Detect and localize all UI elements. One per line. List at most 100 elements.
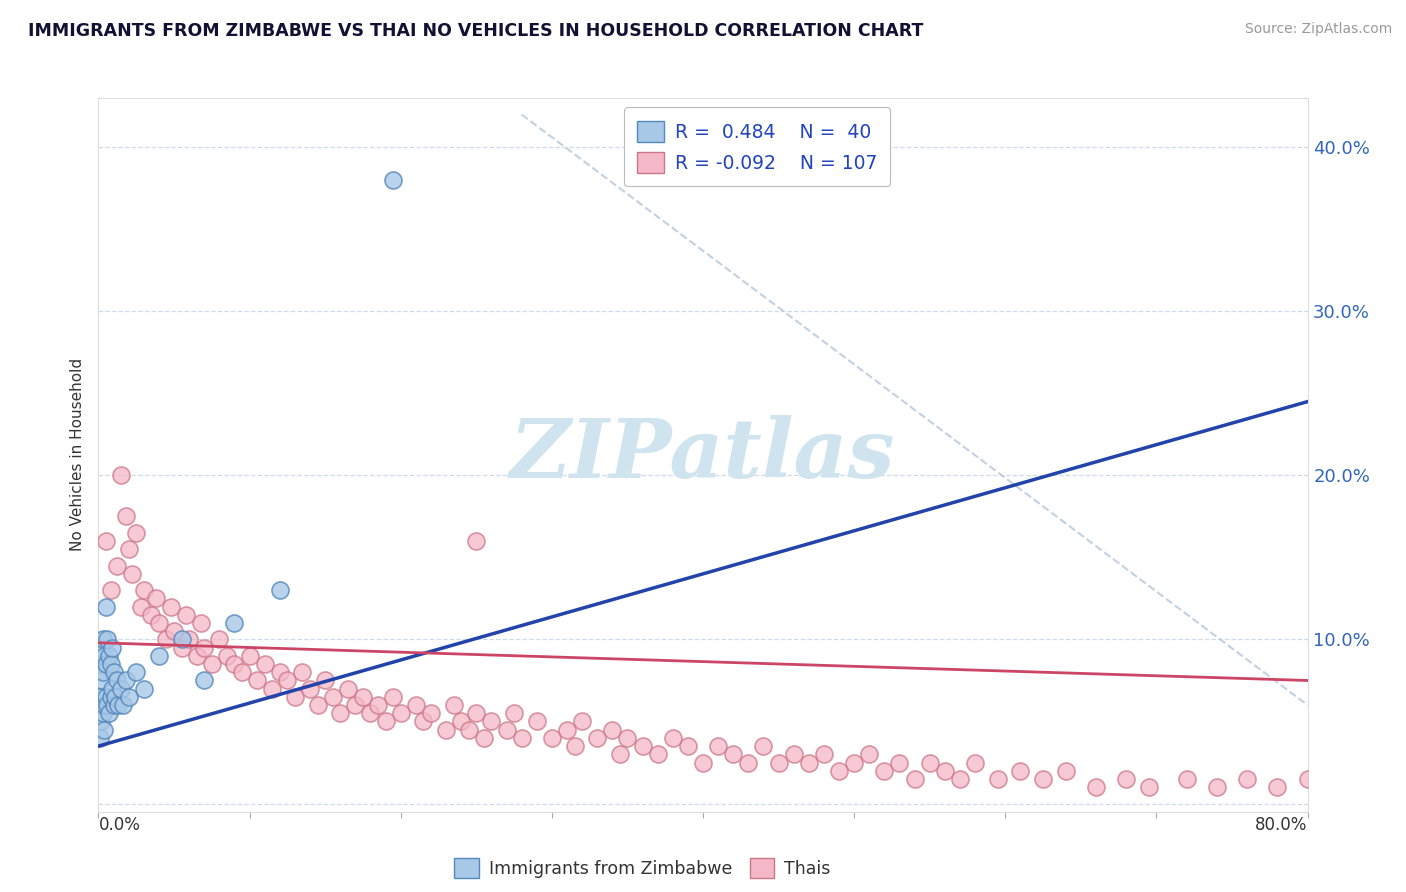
Point bbox=[90, 673, 112, 688]
Point bbox=[94, 657, 117, 671]
Point bbox=[118, 542, 141, 557]
Point bbox=[170, 632, 193, 647]
Point bbox=[631, 739, 654, 753]
Point bbox=[215, 648, 238, 663]
Point bbox=[465, 706, 488, 721]
Point bbox=[934, 764, 956, 778]
Point bbox=[224, 657, 246, 671]
Point bbox=[190, 616, 212, 631]
Point bbox=[262, 681, 284, 696]
Point bbox=[858, 747, 880, 762]
Point bbox=[253, 657, 276, 671]
Point bbox=[1010, 764, 1032, 778]
Point bbox=[89, 690, 111, 704]
Point bbox=[1085, 780, 1108, 794]
Point bbox=[89, 657, 111, 671]
Point bbox=[163, 624, 186, 639]
Point bbox=[231, 665, 253, 680]
Point bbox=[443, 698, 465, 712]
Point bbox=[1296, 772, 1319, 786]
Point bbox=[121, 566, 143, 581]
Point bbox=[125, 665, 148, 680]
Point bbox=[201, 657, 224, 671]
Point bbox=[676, 739, 699, 753]
Point bbox=[540, 731, 562, 745]
Point bbox=[101, 640, 124, 655]
Point bbox=[752, 739, 775, 753]
Point bbox=[389, 706, 412, 721]
Point bbox=[100, 690, 122, 704]
Point bbox=[1206, 780, 1229, 794]
Point bbox=[101, 681, 124, 696]
Point bbox=[737, 756, 759, 770]
Point bbox=[813, 747, 835, 762]
Point bbox=[889, 756, 911, 770]
Point bbox=[299, 681, 322, 696]
Point bbox=[367, 698, 389, 712]
Point bbox=[148, 616, 170, 631]
Point bbox=[125, 525, 148, 540]
Point bbox=[155, 632, 177, 647]
Point bbox=[141, 607, 163, 622]
Point bbox=[1032, 772, 1054, 786]
Point bbox=[114, 673, 136, 688]
Point bbox=[495, 723, 517, 737]
Point bbox=[344, 698, 367, 712]
Point bbox=[336, 681, 359, 696]
Text: Source: ZipAtlas.com: Source: ZipAtlas.com bbox=[1244, 22, 1392, 37]
Point bbox=[174, 607, 197, 622]
Point bbox=[170, 640, 193, 655]
Point bbox=[104, 690, 127, 704]
Point bbox=[246, 673, 269, 688]
Text: IMMIGRANTS FROM ZIMBABWE VS THAI NO VEHICLES IN HOUSEHOLD CORRELATION CHART: IMMIGRANTS FROM ZIMBABWE VS THAI NO VEHI… bbox=[28, 22, 924, 40]
Point bbox=[360, 706, 382, 721]
Point bbox=[94, 534, 117, 549]
Point bbox=[571, 714, 593, 729]
Point bbox=[94, 599, 117, 614]
Point bbox=[98, 706, 121, 721]
Point bbox=[616, 731, 638, 745]
Point bbox=[129, 599, 152, 614]
Point bbox=[98, 648, 121, 663]
Point bbox=[904, 772, 927, 786]
Point bbox=[503, 706, 526, 721]
Point bbox=[374, 714, 396, 729]
Point bbox=[269, 583, 291, 598]
Point bbox=[114, 509, 136, 524]
Point bbox=[96, 698, 118, 712]
Point bbox=[110, 468, 132, 483]
Point bbox=[873, 764, 896, 778]
Point bbox=[965, 756, 987, 770]
Point bbox=[783, 747, 806, 762]
Point bbox=[145, 591, 167, 606]
Point bbox=[132, 583, 155, 598]
Point bbox=[208, 632, 231, 647]
Point bbox=[160, 599, 183, 614]
Point bbox=[100, 583, 122, 598]
Point bbox=[1267, 780, 1289, 794]
Point bbox=[692, 756, 714, 770]
Point bbox=[412, 714, 434, 729]
Point bbox=[111, 698, 134, 712]
Text: ZIPatlas: ZIPatlas bbox=[510, 415, 896, 495]
Point bbox=[193, 673, 215, 688]
Point bbox=[918, 756, 941, 770]
Text: 80.0%: 80.0% bbox=[1256, 816, 1308, 834]
Point bbox=[90, 640, 112, 655]
Point bbox=[1327, 783, 1350, 797]
Point bbox=[89, 731, 111, 745]
Point bbox=[707, 739, 730, 753]
Point bbox=[100, 657, 122, 671]
Point bbox=[93, 648, 115, 663]
Point bbox=[91, 665, 114, 680]
Point bbox=[107, 698, 129, 712]
Point bbox=[118, 690, 141, 704]
Point bbox=[103, 698, 125, 712]
Point bbox=[186, 648, 208, 663]
Point bbox=[472, 731, 495, 745]
Point bbox=[382, 173, 405, 187]
Point bbox=[276, 673, 298, 688]
Point bbox=[987, 772, 1010, 786]
Point bbox=[1115, 772, 1137, 786]
Point bbox=[105, 673, 128, 688]
